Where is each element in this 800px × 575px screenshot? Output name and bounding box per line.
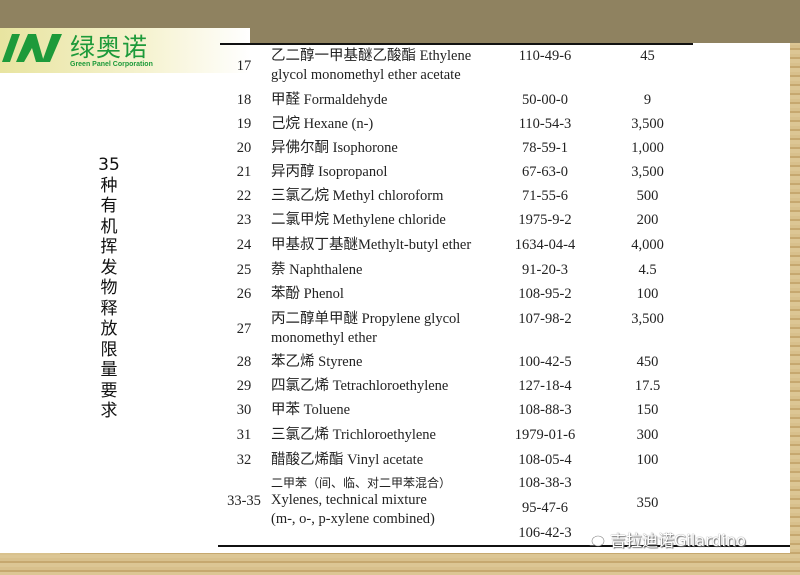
row-number: 31 bbox=[236, 427, 252, 443]
cas-number: 78-59-1 bbox=[522, 140, 568, 156]
logo-name-cn: 绿奥诺 bbox=[70, 33, 149, 62]
substance-name: Xylenes, technical mixture bbox=[271, 492, 427, 508]
limit-value: 450 bbox=[636, 354, 659, 370]
substance-name: 异佛尔酮 Isophorone bbox=[271, 140, 398, 156]
limit-value: 3,500 bbox=[631, 311, 664, 327]
title-char: 发 bbox=[100, 257, 118, 278]
title-char: 量 bbox=[100, 360, 118, 380]
cas-number: 95-47-6 bbox=[522, 500, 568, 516]
title-char: 物 bbox=[100, 278, 118, 298]
substance-name: 四氯乙烯 Tetrachloroethylene bbox=[271, 378, 449, 394]
limit-value: 9 bbox=[643, 92, 652, 108]
title-char: 放 bbox=[100, 319, 118, 339]
row-number: 28 bbox=[236, 354, 252, 370]
title-char: 要 bbox=[100, 380, 118, 401]
substance-name: 三氯乙烯 Trichloroethylene bbox=[271, 427, 436, 443]
cas-number: 108-88-3 bbox=[518, 402, 572, 418]
vertical-title: 35 种有机挥发物释放限量要求 bbox=[97, 155, 121, 422]
cas-number: 110-49-6 bbox=[518, 48, 572, 64]
limit-value: 100 bbox=[636, 286, 659, 302]
limit-value: 3,500 bbox=[631, 116, 664, 132]
limit-value: 17.5 bbox=[634, 378, 661, 394]
cas-number: 67-63-0 bbox=[522, 164, 568, 180]
row-number: 26 bbox=[236, 286, 252, 302]
substance-name: 乙二醇一甲基醚乙酸酯 Ethylene bbox=[271, 48, 472, 64]
cas-number: 91-20-3 bbox=[522, 262, 568, 278]
row-number: 23 bbox=[236, 212, 252, 228]
row-number: 33-35 bbox=[227, 493, 261, 509]
cas-number: 127-18-4 bbox=[518, 378, 572, 394]
substance-name: 萘 Naphthalene bbox=[271, 262, 363, 278]
limit-value: 150 bbox=[636, 402, 659, 418]
logo-area bbox=[0, 28, 250, 73]
substance-name: 三氯乙烷 Methyl chloroform bbox=[271, 188, 444, 204]
row-number: 17 bbox=[236, 57, 252, 74]
cas-number: 71-55-6 bbox=[522, 188, 568, 204]
substance-name: glycol monomethyl ether acetate bbox=[271, 67, 461, 83]
cas-number: 1634-04-4 bbox=[514, 237, 576, 253]
table-bottom-rule bbox=[218, 545, 790, 547]
limit-value: 350 bbox=[636, 495, 659, 511]
row-number: 27 bbox=[236, 320, 252, 337]
cas-number: 107-98-2 bbox=[518, 311, 572, 327]
substance-name: 甲基叔丁基醚Methylt-butyl ether bbox=[271, 237, 472, 253]
cas-number: 50-00-0 bbox=[522, 92, 568, 108]
cas-number: 1979-01-6 bbox=[514, 427, 576, 443]
row-number: 30 bbox=[236, 402, 252, 418]
limit-value: 200 bbox=[636, 212, 659, 228]
wechat-icon bbox=[583, 530, 605, 547]
row-number: 22 bbox=[236, 188, 252, 204]
cas-number: 110-54-3 bbox=[518, 116, 572, 132]
limit-value: 4,000 bbox=[631, 237, 664, 253]
watermark: 吉拉迪诺Gilardino bbox=[583, 527, 746, 551]
substance-name: 二氯甲烷 Methylene chloride bbox=[271, 212, 446, 228]
limit-value: 300 bbox=[636, 427, 659, 443]
cas-number: 106-42-3 bbox=[518, 525, 572, 541]
logo-mark-icon bbox=[2, 34, 62, 62]
substance-name: 二甲苯（间、临、对二甲苯混合） bbox=[271, 476, 452, 490]
title-char: 释 bbox=[100, 298, 118, 319]
substance-name: 甲苯 Toluene bbox=[271, 402, 351, 418]
substance-name: monomethyl ether bbox=[271, 330, 377, 346]
title-char: 机 bbox=[100, 216, 118, 237]
title-char: 求 bbox=[100, 401, 118, 421]
cas-number: 108-95-2 bbox=[518, 286, 572, 302]
limit-value: 4.5 bbox=[638, 262, 657, 278]
row-number: 21 bbox=[236, 164, 252, 180]
substance-name: 醋酸乙烯酯 Vinyl acetate bbox=[271, 452, 424, 468]
slide bbox=[0, 43, 790, 553]
cas-number: 108-38-3 bbox=[518, 475, 572, 491]
logo-name-en: Green Panel Corporation bbox=[70, 61, 153, 68]
title-char: 有 bbox=[100, 196, 118, 216]
limit-value: 1,000 bbox=[631, 140, 664, 156]
title-char: 限 bbox=[100, 339, 118, 360]
row-number: 18 bbox=[236, 92, 252, 108]
row-number: 32 bbox=[236, 452, 252, 468]
substance-name: (m-, o-, p-xylene combined) bbox=[271, 511, 435, 527]
limit-value: 500 bbox=[636, 188, 659, 204]
substance-name: 苯酚 Phenol bbox=[271, 286, 344, 302]
cas-number: 108-05-4 bbox=[518, 452, 572, 468]
substance-name: 甲醛 Formaldehyde bbox=[271, 92, 388, 108]
cas-number: 1975-9-2 bbox=[518, 212, 572, 228]
row-number: 25 bbox=[236, 262, 252, 278]
limit-value: 100 bbox=[636, 452, 659, 468]
title-char: 挥 bbox=[100, 237, 118, 257]
row-number: 19 bbox=[236, 116, 252, 132]
row-number: 29 bbox=[236, 378, 252, 394]
row-number: 20 bbox=[236, 140, 252, 156]
watermark-text: 吉拉迪诺Gilardino bbox=[610, 531, 746, 550]
substance-name: 异丙醇 Isopropanol bbox=[271, 164, 388, 180]
title-char: 种 bbox=[100, 175, 118, 196]
title-char: 35 bbox=[98, 155, 120, 175]
limit-value: 3,500 bbox=[631, 164, 664, 180]
limit-value: 45 bbox=[640, 48, 655, 64]
substance-name: 己烷 Hexane (n-) bbox=[271, 116, 374, 132]
cas-number: 100-42-5 bbox=[518, 354, 572, 370]
substance-name: 苯乙烯 Styrene bbox=[271, 354, 363, 370]
table-top-rule bbox=[220, 43, 693, 45]
substance-name: 丙二醇单甲醚 Propylene glycol bbox=[271, 311, 461, 327]
row-number: 24 bbox=[236, 237, 252, 253]
